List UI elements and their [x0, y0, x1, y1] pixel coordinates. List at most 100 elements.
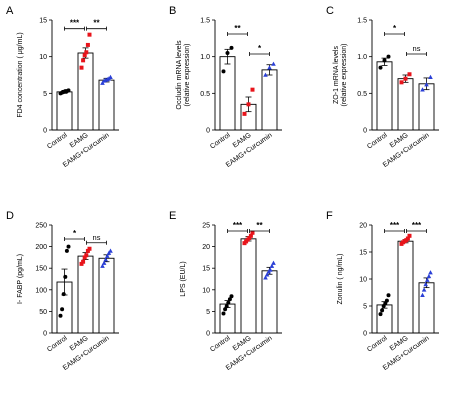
data-point — [221, 311, 226, 316]
sig-label: ns — [413, 44, 421, 53]
y-tick-label: 20 — [359, 223, 367, 230]
data-point — [84, 253, 89, 258]
data-point — [63, 274, 68, 279]
bar-control — [376, 304, 393, 334]
data-point — [226, 300, 231, 305]
sig-label: * — [73, 229, 77, 238]
data-point — [264, 272, 270, 277]
y-axis-label: (relative expression) — [184, 43, 191, 106]
panel-c: C 0 0.5 1.0 1.5 ZO-1 mRNA levels (relative exp… — [326, 5, 439, 169]
y-tick-label: 15 — [39, 18, 47, 25]
sig-label: ** — [93, 19, 100, 28]
data-point — [66, 88, 71, 93]
y-axis-label: Zonulin ( ng/mL) — [337, 254, 344, 305]
y-axis-label: FD4 concentration ( μg/mL) — [17, 32, 24, 117]
data-point — [105, 253, 110, 258]
y-axis-label: Occludin mRNA levels — [176, 40, 183, 110]
data-point — [386, 54, 391, 59]
x-tick-label: Control — [209, 335, 232, 354]
data-point — [229, 45, 234, 50]
y-axis-label: ZO-1 mRNA levels — [333, 46, 340, 104]
data-point — [428, 74, 433, 79]
data-point — [271, 61, 276, 66]
data-point — [263, 72, 268, 77]
data-point — [81, 259, 86, 264]
sig-label: ** — [256, 221, 263, 230]
data-point — [384, 298, 389, 303]
data-point — [101, 260, 107, 265]
sig-label: ns — [93, 233, 101, 242]
sig-label: * — [258, 44, 262, 53]
data-point — [229, 294, 234, 299]
data-point — [421, 287, 427, 292]
data-point — [87, 32, 92, 37]
data-point — [106, 250, 112, 255]
bar-eamg-curcumin — [261, 270, 278, 334]
bar-control — [56, 91, 73, 131]
y-tick-label: 0 — [43, 128, 47, 135]
bar-eamg — [77, 52, 94, 131]
y-tick-label: 5 — [43, 91, 47, 98]
y-axis-label: LPS (EU/L) — [180, 261, 187, 296]
data-point — [250, 87, 255, 92]
y-tick-label: 10 — [202, 287, 210, 294]
data-point — [103, 257, 108, 262]
y-tick-label: 0 — [43, 331, 47, 338]
data-point — [399, 80, 404, 85]
sig-label: ** — [234, 24, 241, 33]
y-tick-label: 150 — [35, 266, 47, 273]
x-tick-label: Control — [366, 335, 389, 354]
panel-letter: E — [169, 210, 176, 222]
data-point — [224, 304, 229, 309]
data-point — [420, 87, 425, 92]
panel-letter: D — [6, 210, 14, 222]
data-point — [382, 58, 387, 63]
x-tick-label: Control — [209, 132, 232, 151]
panel-b: B 0 0.5 1.0 1.5 Occludin mRNA levels (relative… — [169, 5, 282, 169]
y-tick-label: 25 — [202, 223, 210, 230]
panel-letter: A — [6, 5, 14, 17]
bar-control — [219, 303, 236, 334]
y-tick-label: 10 — [39, 54, 47, 61]
y-tick-label: 20 — [202, 244, 210, 251]
data-point — [405, 236, 410, 241]
panel-a: A 0 5 10 15 FD4 concentration ( μg/mL) Control… — [6, 5, 119, 169]
data-point — [108, 248, 113, 253]
data-point — [246, 102, 251, 107]
x-tick-label: Control — [46, 132, 69, 151]
data-point — [268, 267, 273, 272]
data-point — [87, 246, 92, 251]
data-point — [82, 53, 87, 58]
y-tick-label: 50 — [39, 309, 47, 316]
data-point — [380, 308, 385, 313]
bar-eamg — [77, 255, 94, 334]
y-tick-label: 0 — [363, 331, 367, 338]
data-point — [403, 76, 408, 81]
data-point — [64, 248, 69, 253]
data-point — [84, 50, 89, 55]
y-tick-label: 1.0 — [357, 54, 367, 61]
data-point — [269, 263, 275, 268]
bar-eamg — [240, 238, 257, 334]
data-point — [221, 69, 226, 74]
data-point — [248, 233, 253, 238]
bar-eamg — [397, 78, 414, 131]
data-point — [426, 273, 432, 279]
sig-label: * — [393, 24, 397, 33]
bar-eamg — [397, 240, 414, 334]
y-tick-label: 0.5 — [200, 91, 210, 98]
data-point — [423, 282, 428, 287]
sig-label: *** — [70, 19, 80, 28]
data-point — [378, 312, 383, 317]
data-point — [250, 230, 255, 235]
y-tick-label: 15 — [202, 266, 210, 273]
y-axis-label: (relative expression) — [341, 43, 348, 106]
data-point — [79, 65, 84, 70]
data-point — [61, 292, 66, 297]
sig-label: *** — [390, 221, 400, 230]
y-axis-label: I- FABP (pg/mL) — [17, 254, 24, 304]
